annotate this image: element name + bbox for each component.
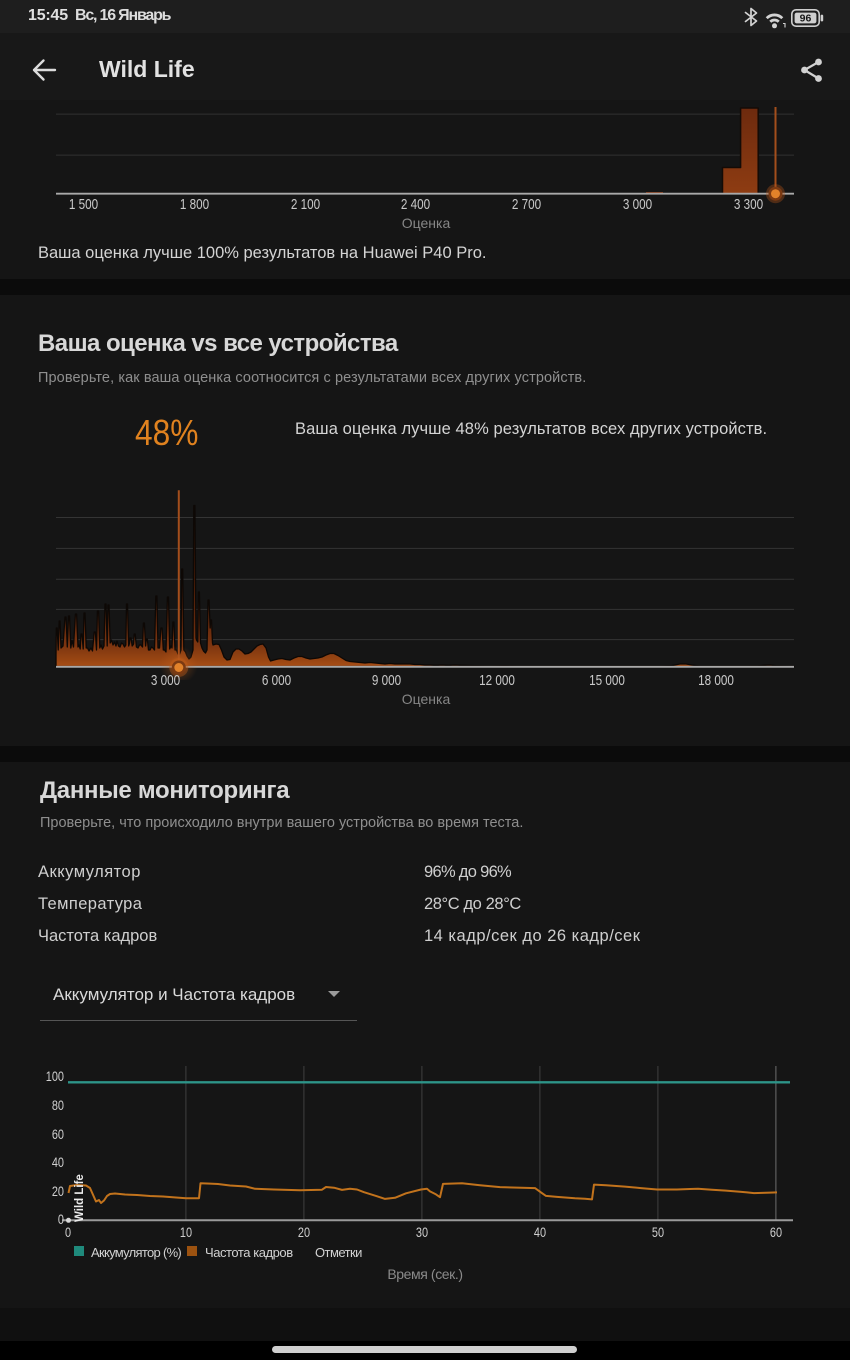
svg-text:96: 96 [800,12,812,24]
